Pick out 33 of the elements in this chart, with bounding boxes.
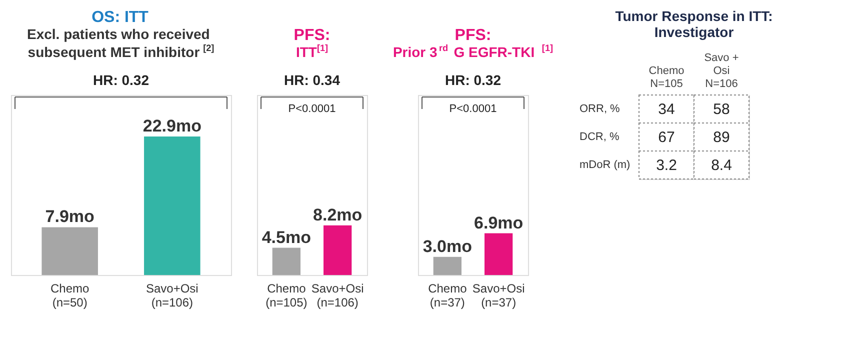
- chart-title: OS: ITT: [92, 9, 149, 26]
- y-tick-label: mDoR (m): [580, 159, 630, 171]
- text: P<0.0001: [288, 103, 336, 115]
- data-label: 4.5mo: [262, 228, 311, 247]
- data-label: 8.4: [711, 157, 732, 174]
- x-tick-label: Chemo (n=37): [428, 282, 468, 310]
- data-label: 3.2: [656, 157, 677, 174]
- data-label: 89: [713, 129, 730, 146]
- y-tick-label: DCR, %: [580, 131, 620, 143]
- data-label: 34: [658, 101, 675, 118]
- data-label: 3.0mo: [422, 236, 472, 256]
- x-tick-label: Savo + Osi N=106: [704, 52, 739, 90]
- chart-title: Tumor Response in ITT: Investigator: [615, 8, 773, 40]
- data-label: 8.2mo: [313, 205, 362, 224]
- chart-title: PFS:: [454, 27, 492, 44]
- data-label: 6.9mo: [474, 213, 524, 232]
- text: HR: 0.32: [444, 72, 502, 88]
- text: P<0.0001: [449, 103, 497, 115]
- chart-subtitle: Excl. patients who received subsequent MET inhibitor[2]: [27, 26, 214, 60]
- text: HR: 0.34: [284, 72, 340, 88]
- data-label: 22.9mo: [142, 116, 202, 136]
- x-tick-label: Savo+Osi (n=106): [311, 282, 364, 310]
- data-label: 7.9mo: [45, 207, 94, 226]
- data-label: 67: [658, 129, 675, 146]
- x-tick-label: Savo+Osi (n=106): [146, 282, 198, 310]
- data-label: 58: [713, 101, 730, 118]
- x-tick-label: Chemo N=105: [648, 65, 684, 90]
- y-tick-label: ORR, %: [580, 103, 620, 115]
- x-tick-label: Chemo (n=50): [50, 282, 90, 310]
- x-tick-label: Chemo (n=105): [266, 282, 308, 310]
- text: HR: 0.32: [92, 72, 150, 88]
- chart-title: PFS:: [294, 27, 330, 44]
- x-tick-label: Savo+Osi (n=37): [472, 282, 525, 310]
